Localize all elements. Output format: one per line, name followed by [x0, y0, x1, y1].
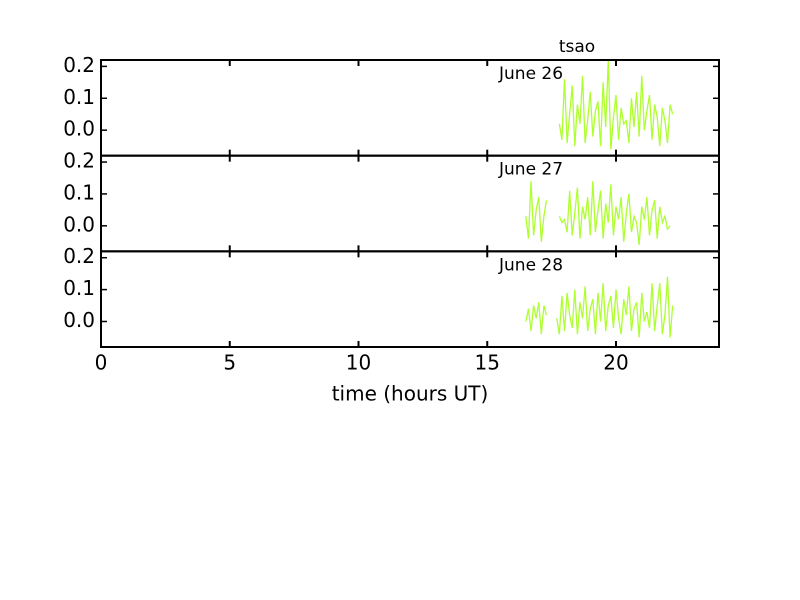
- x-tick-label: 20: [603, 351, 628, 375]
- axes-frame: [100, 59, 720, 157]
- y-tick-label: 0.2: [63, 149, 95, 173]
- x-tick-label: 0: [95, 351, 108, 375]
- y-tick-label: 0.1: [63, 180, 95, 204]
- axes-frame: [100, 154, 720, 253]
- y-tick-label: 0.0: [63, 117, 95, 141]
- y-tick-label: 0.2: [63, 53, 95, 77]
- panel-annotation: June 27: [498, 160, 563, 180]
- panel-annotation: June 26: [498, 64, 563, 84]
- y-tick-label: 0.1: [63, 276, 95, 300]
- x-axis-label: time (hours UT): [332, 382, 489, 406]
- x-tick-label: 5: [223, 351, 236, 375]
- y-tick-label: 0.1: [63, 85, 95, 109]
- y-tick-label: 0.2: [63, 244, 95, 268]
- axes-frame: [100, 250, 720, 348]
- data-line: [558, 59, 674, 150]
- y-tick-label: 0.0: [63, 308, 95, 332]
- y-tick-label: 0.0: [63, 212, 95, 236]
- panel-annotation: June 28: [498, 255, 563, 275]
- data-line: [525, 181, 671, 246]
- data-line: [525, 276, 674, 338]
- x-tick-label: 10: [346, 351, 371, 375]
- legend-label: tsao: [559, 37, 595, 57]
- x-tick-label: 15: [475, 351, 500, 375]
